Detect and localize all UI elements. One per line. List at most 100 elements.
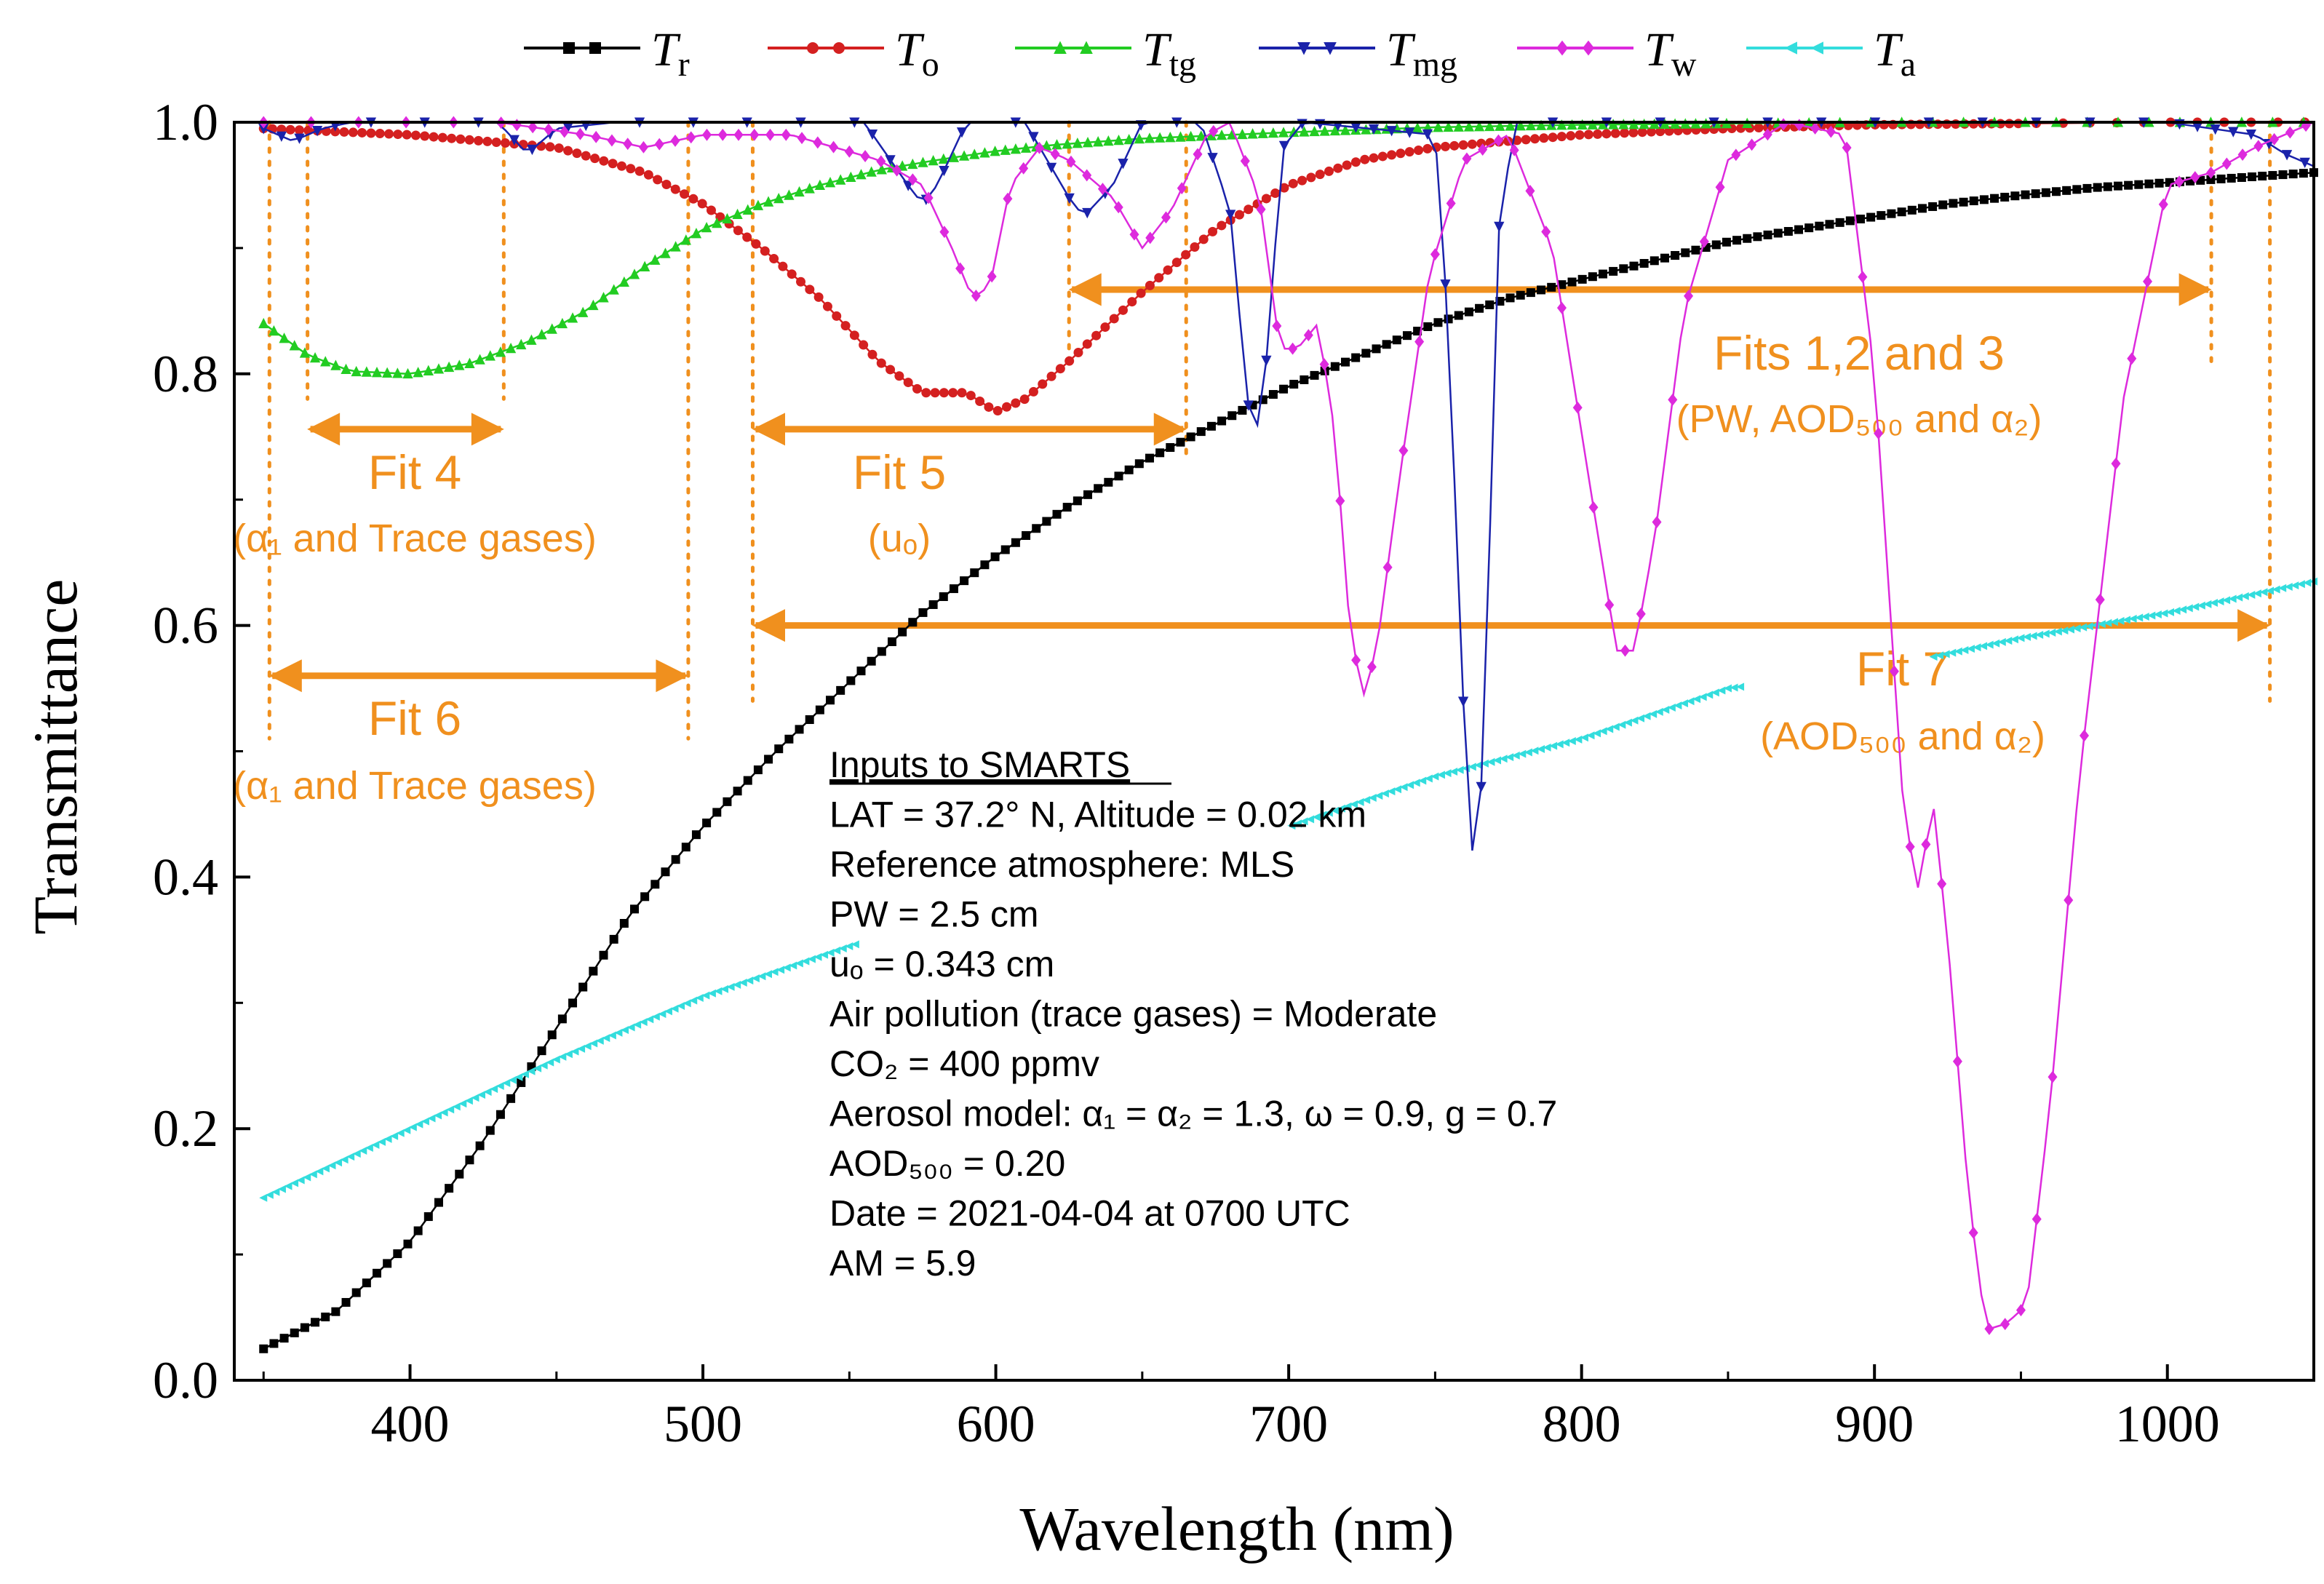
data-point [1387,787,1396,796]
data-point [2122,616,2131,624]
data-point [599,156,609,166]
data-point [887,637,896,646]
data-point [639,1018,648,1027]
y-tick-label: 0.8 [153,345,218,403]
data-point [1611,723,1620,731]
data-point [2268,171,2277,180]
data-point [796,276,806,287]
data-point [867,129,878,140]
data-point [753,765,763,775]
data-point [971,290,981,302]
data-point [309,351,321,363]
x-tick-label: 600 [957,1395,1035,1453]
data-point [371,367,383,378]
data-point [259,1344,268,1353]
data-point [482,136,493,146]
data-point [921,388,931,398]
data-point [562,122,573,133]
data-point [1082,339,1092,349]
data-point [1474,761,1483,770]
data-point [751,239,761,249]
data-point [1649,709,1658,718]
data-point [1114,471,1123,481]
series-t-w [258,116,2315,1335]
data-point [564,1050,573,1059]
data-point [2228,594,2237,603]
data-point [856,169,867,180]
data-point [1051,139,1062,150]
data-point [907,173,918,186]
data-point [434,1198,443,1207]
data-point [578,306,589,317]
data-point [1618,119,1629,130]
data-point [1270,188,1281,199]
data-point [638,140,648,154]
data-point [1208,226,1218,236]
data-point [2066,625,2074,634]
data-point [558,1052,567,1061]
data-point [1064,356,1075,366]
data-point [1671,251,1680,260]
data-point [764,755,773,764]
data-point [359,1147,367,1155]
data-point [1525,184,1535,197]
data-point [351,365,362,377]
data-point [1547,282,1556,292]
data-point [268,325,279,336]
data-point [1938,200,1948,210]
data-point [348,127,358,138]
data-point [1093,136,1104,147]
data-point [1524,748,1532,757]
data-point [752,199,764,210]
data-point [1905,840,1915,853]
data-point [1636,608,1646,621]
data-point [2165,178,2174,187]
data-point [377,1137,386,1146]
data-point [1062,138,1073,149]
data-point [2035,630,2044,639]
data-point [1155,448,1165,458]
data-point [415,1120,423,1129]
legend-label-sub: a [1901,45,1916,84]
data-point [2235,593,2243,602]
data-point [1288,342,1298,355]
data-point [661,179,672,189]
data-point [2197,601,2205,610]
data-point [1480,759,1489,768]
fit-4-sublabel: (α₁ and Trace gases) [233,517,597,560]
data-point [1386,126,1397,137]
data-point [1444,314,1453,324]
data-point [2281,150,2293,161]
data-point [1050,148,1060,161]
data-point [1731,148,1741,162]
data-point [1145,231,1155,244]
data-point [1457,696,1469,707]
data-point [599,950,608,960]
data-point [1598,269,1607,279]
data-point [836,685,845,695]
legend-marker [1054,41,1067,54]
data-point [773,192,784,204]
data-point [1020,142,1032,153]
data-point [743,776,752,785]
data-point [1175,131,1186,142]
data-point [537,1046,546,1056]
data-point [1952,1055,1962,1068]
data-point [2060,626,2069,635]
data-point [490,1085,498,1094]
data-point [474,354,485,365]
data-point [1561,739,1570,747]
data-point [1000,144,1011,155]
data-point [1011,398,1021,408]
data-point [1145,280,1155,290]
data-point [1639,258,1649,268]
data-point [1198,234,1209,244]
data-point [960,576,969,586]
data-point [626,164,636,174]
series-group [258,116,2318,1353]
data-point [410,130,421,140]
data-point [1587,119,1598,130]
data-point [1485,300,1495,309]
data-point [557,1014,567,1024]
